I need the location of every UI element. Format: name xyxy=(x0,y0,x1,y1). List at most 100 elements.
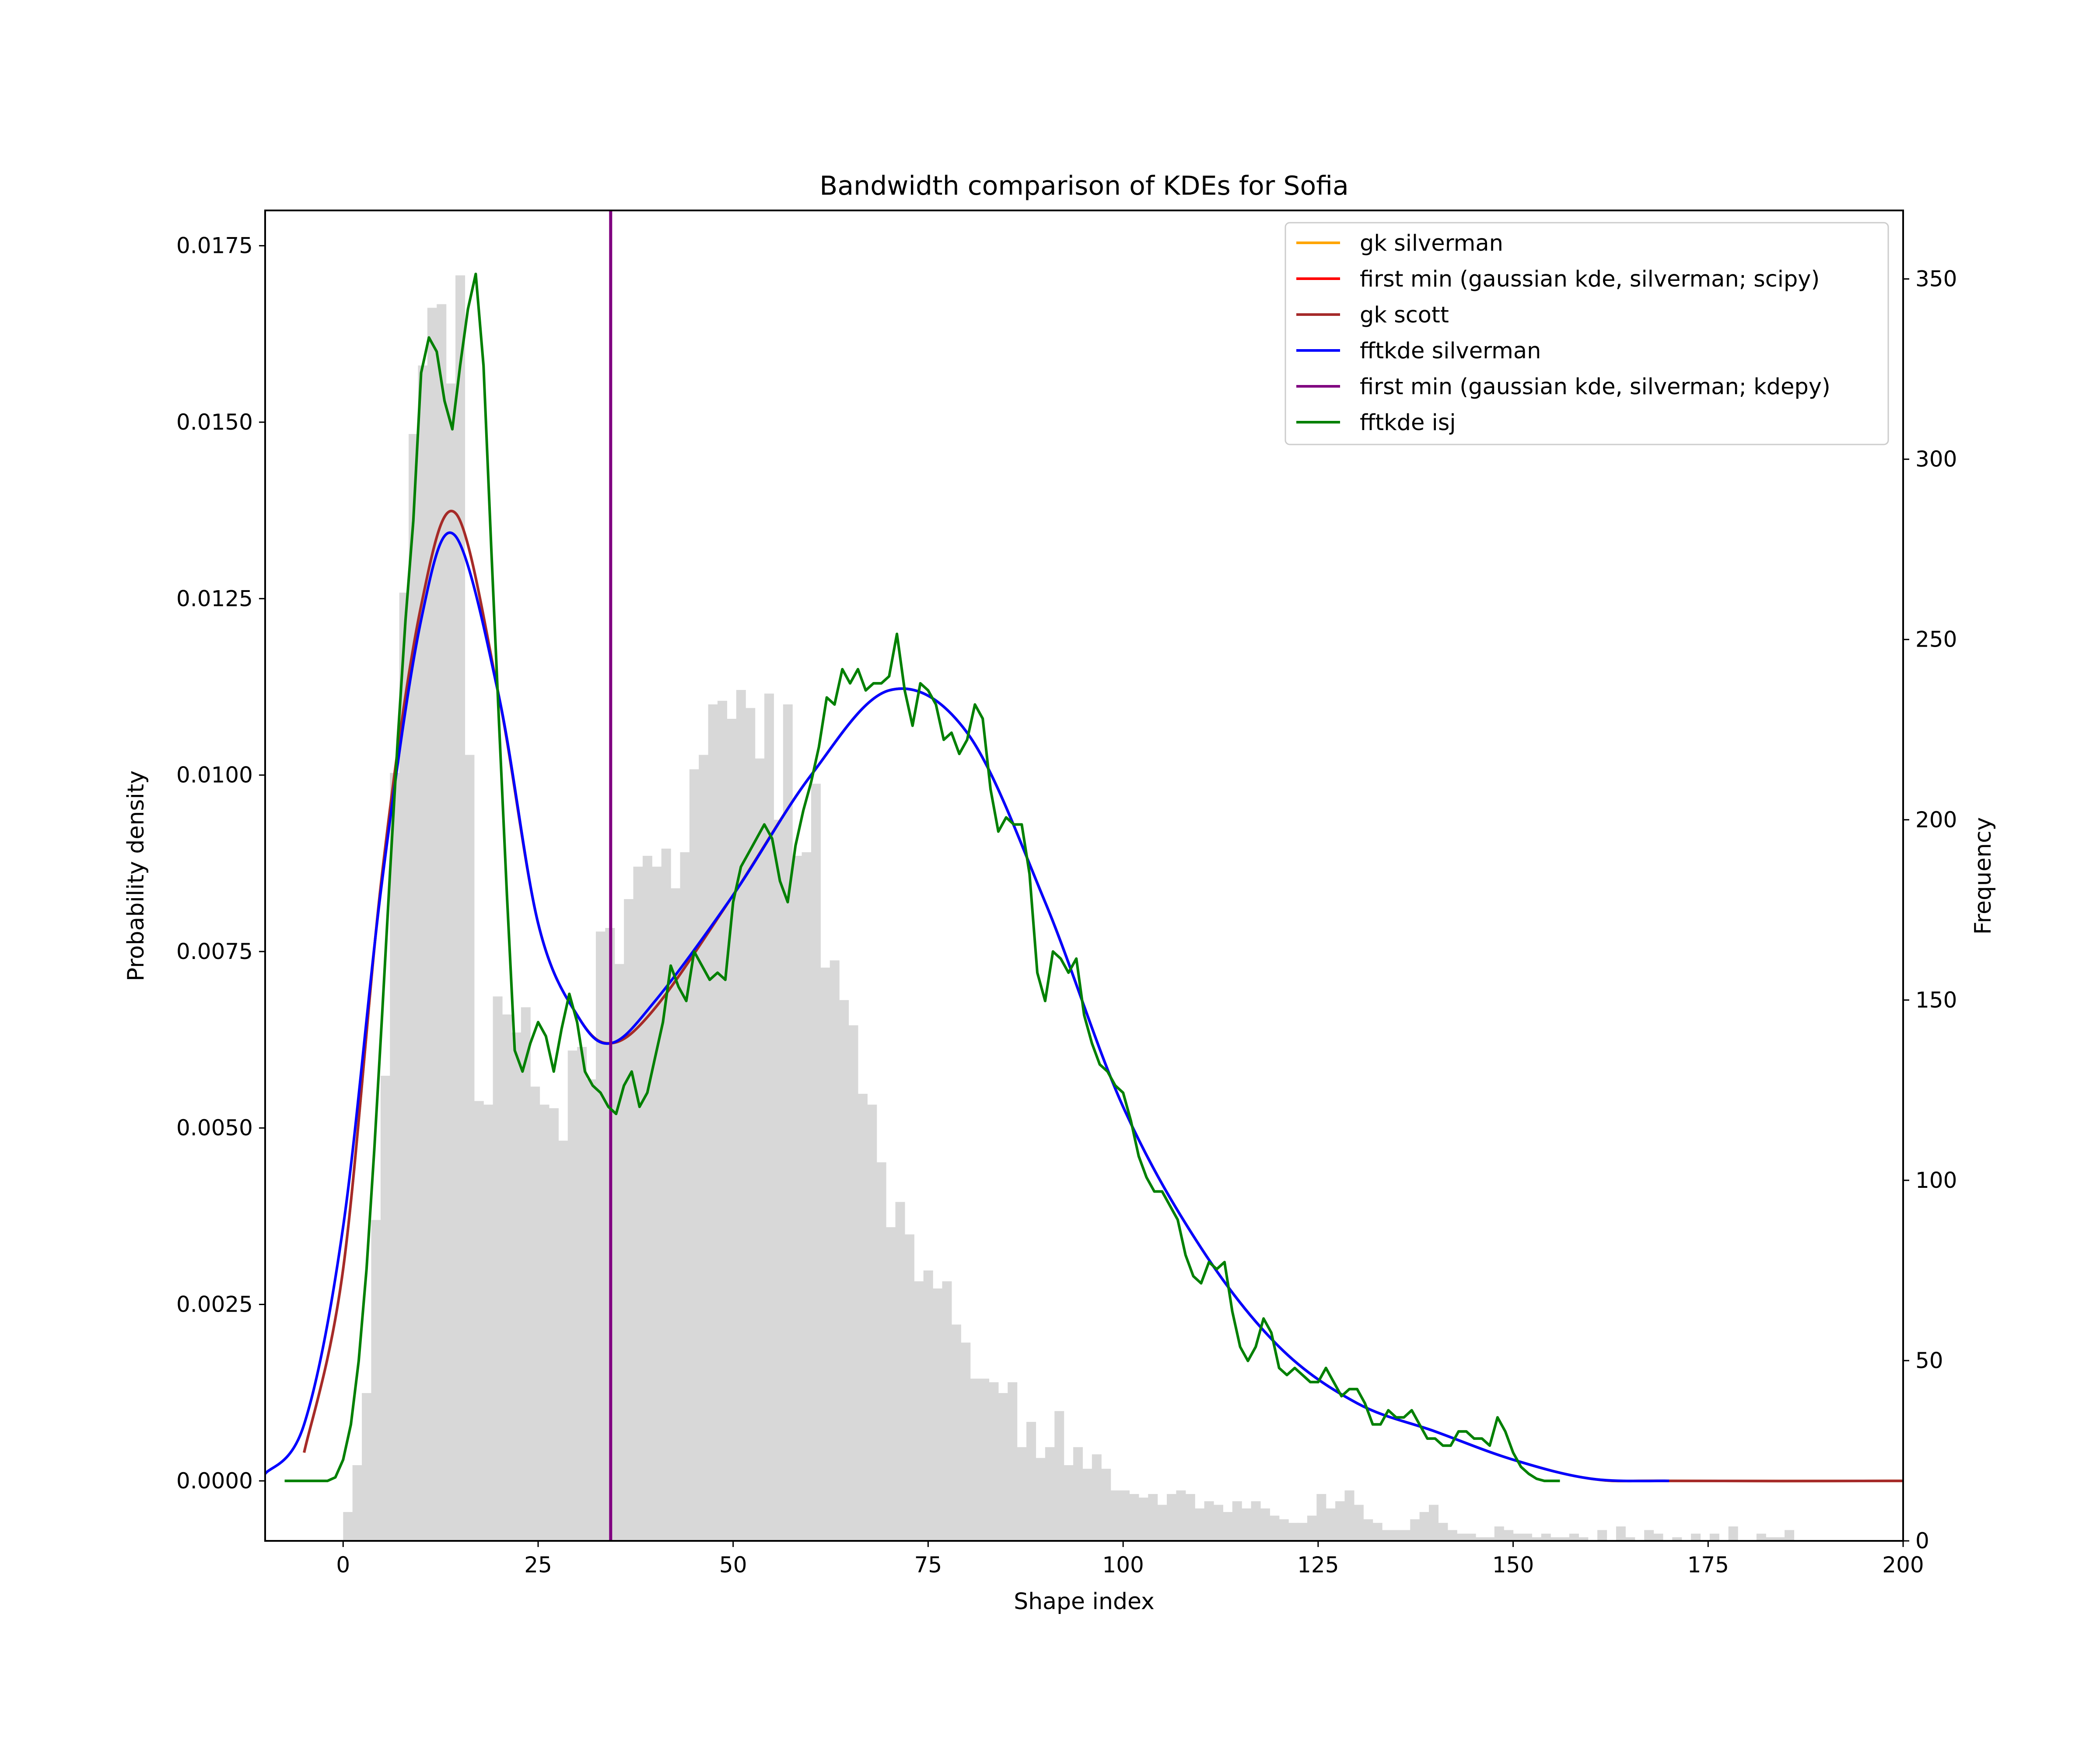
histogram-bar xyxy=(951,1324,961,1541)
y-right-tick-label: 350 xyxy=(1915,266,1957,292)
histogram-bar xyxy=(343,1512,353,1541)
histogram-bar xyxy=(1419,1512,1429,1541)
histogram-bar xyxy=(848,1025,858,1541)
histogram-bar xyxy=(1532,1537,1542,1541)
histogram-bar xyxy=(1475,1537,1485,1541)
y-left-tick-label: 0.0150 xyxy=(176,410,253,435)
histogram-bar xyxy=(914,1281,924,1541)
y-left-tick-label: 0.0125 xyxy=(176,586,253,611)
histogram-bar xyxy=(1541,1533,1551,1541)
kde-lines-layer xyxy=(264,210,1904,1541)
histogram-bar xyxy=(465,755,475,1541)
histogram-bar xyxy=(1344,1490,1354,1541)
histogram-bar xyxy=(1213,1505,1223,1541)
histogram-bar xyxy=(811,784,821,1541)
histogram-bar xyxy=(362,1393,372,1541)
x-axis-label: Shape index xyxy=(1014,1589,1155,1615)
histogram-bar xyxy=(680,852,690,1541)
histogram-bar xyxy=(1242,1508,1252,1541)
histogram-bar xyxy=(1410,1519,1420,1541)
histogram-bar xyxy=(511,1032,522,1541)
histogram-bar xyxy=(876,1162,886,1541)
histogram-bar xyxy=(633,866,643,1541)
histogram-bar xyxy=(549,1108,559,1541)
histogram-bar xyxy=(989,1382,999,1541)
histogram-bar xyxy=(1653,1533,1663,1541)
histogram-bar xyxy=(1008,1382,1018,1541)
histogram-bar xyxy=(1288,1522,1298,1541)
histogram-bar xyxy=(1120,1490,1130,1541)
legend-label: gk scott xyxy=(1360,302,1449,328)
histogram-bar xyxy=(1513,1533,1523,1541)
histogram-bar xyxy=(1457,1533,1467,1541)
x-tick-label: 0 xyxy=(336,1552,350,1578)
histogram-bar xyxy=(1560,1537,1570,1541)
x-tick-label: 25 xyxy=(524,1552,552,1578)
histogram-bar xyxy=(1092,1454,1102,1541)
histogram-bar xyxy=(980,1379,990,1541)
histogram-bar xyxy=(1176,1490,1186,1541)
histogram-bar xyxy=(1251,1501,1261,1541)
histogram-bar xyxy=(1429,1505,1439,1541)
histogram-bar xyxy=(1326,1508,1336,1541)
histogram-bar xyxy=(1625,1537,1635,1541)
y-left-tick-label: 0.0000 xyxy=(176,1468,253,1494)
histogram-bar xyxy=(427,308,437,1541)
histogram-bar xyxy=(942,1281,952,1541)
histogram-bar xyxy=(1204,1501,1214,1541)
x-tick-label: 200 xyxy=(1882,1552,1924,1578)
histogram-bar xyxy=(671,888,681,1541)
legend-label: fftkde isj xyxy=(1360,410,1456,436)
histogram-bar xyxy=(1494,1526,1504,1541)
histogram-bar xyxy=(998,1393,1008,1541)
x-tick-label: 75 xyxy=(914,1552,942,1578)
histogram-bar xyxy=(867,1104,877,1541)
y-left-tick-label: 0.0175 xyxy=(176,233,253,259)
histogram-bar xyxy=(1298,1522,1308,1541)
y-right-tick-label: 50 xyxy=(1915,1348,1943,1373)
legend-box xyxy=(1284,222,1889,445)
histogram-bar xyxy=(1148,1494,1158,1541)
histogram-bar xyxy=(1775,1537,1785,1541)
plot-frame xyxy=(264,210,1904,1542)
histogram-bar xyxy=(1728,1526,1738,1541)
histogram-bar xyxy=(708,704,718,1541)
histogram-bar xyxy=(746,708,756,1541)
legend-label: first min (gaussian kde, silverman; scip… xyxy=(1360,266,1820,292)
histogram-bar xyxy=(437,304,447,1541)
histogram-bar xyxy=(1082,1469,1092,1541)
histogram-bar xyxy=(961,1342,971,1541)
histogram-bar xyxy=(1372,1522,1382,1541)
y-right-tick-label: 0 xyxy=(1915,1528,1929,1554)
axis-ticks-layer: 0 25 50 75 100 125 150 175 200 0.0000 0.0025 0.0050… xyxy=(176,233,1957,1578)
legend-label: fftkde silverman xyxy=(1360,338,1541,364)
histogram-bar xyxy=(493,996,503,1541)
histogram-bar xyxy=(577,1046,587,1541)
y-left-tick-label: 0.0075 xyxy=(176,939,253,964)
histogram-bar xyxy=(1597,1530,1607,1541)
y-left-tick-label: 0.0025 xyxy=(176,1292,253,1317)
histogram-bar xyxy=(1363,1519,1373,1541)
histogram-bar xyxy=(858,1094,868,1541)
histogram-bar xyxy=(820,967,830,1541)
histogram-bar xyxy=(652,866,662,1541)
legend-items: gk silverman first min (gaussian kde, sil… xyxy=(1296,231,1830,436)
histogram-bar xyxy=(755,758,765,1541)
histogram-bar xyxy=(1485,1537,1495,1541)
histogram-bar xyxy=(390,773,400,1541)
histogram-bar xyxy=(689,769,699,1541)
histogram-bar xyxy=(1073,1447,1083,1541)
histogram-bar xyxy=(1785,1530,1794,1541)
histogram-bar xyxy=(624,899,634,1541)
chart-title: Bandwidth comparison of KDEs for Sofia xyxy=(819,171,1349,201)
histogram-bar xyxy=(446,383,456,1541)
histogram-bar xyxy=(1766,1537,1776,1541)
histogram-bar xyxy=(521,1007,531,1541)
histogram-bar xyxy=(904,1234,914,1541)
histogram-bar xyxy=(1709,1533,1719,1541)
histogram-bar xyxy=(1335,1501,1345,1541)
histogram-bar xyxy=(1691,1533,1701,1541)
histogram-bar xyxy=(1157,1505,1167,1541)
histogram-bar xyxy=(1036,1458,1046,1541)
histogram-bar xyxy=(1166,1494,1176,1541)
